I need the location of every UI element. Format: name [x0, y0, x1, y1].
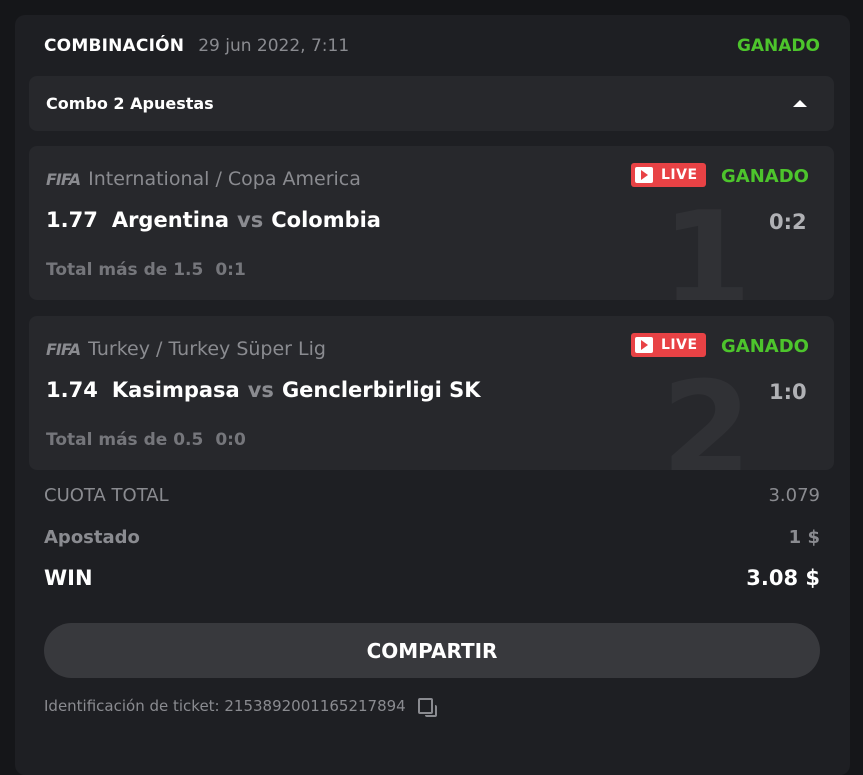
- header: COMBINACIÓN 29 jun 2022, 7:11 GANADO: [44, 32, 820, 60]
- play-icon: [635, 167, 653, 183]
- total-odds-row: CUOTA TOTAL 3.079: [44, 485, 820, 506]
- odd: 1.74: [46, 378, 98, 402]
- away-team: Colombia: [271, 208, 381, 232]
- bet-status: GANADO: [721, 166, 809, 187]
- bet-date: 29 jun 2022, 7:11: [198, 36, 350, 56]
- total-odds: 3.079: [768, 485, 820, 506]
- bet-slip-card: COMBINACIÓN 29 jun 2022, 7:11 GANADO Com…: [15, 15, 850, 775]
- match-score: 0:2: [769, 210, 807, 234]
- home-team: Kasimpasa: [111, 378, 240, 402]
- match: 1.74 Kasimpasa vs Genclerbirligi SK: [46, 378, 481, 402]
- staked-amount: 1 $: [788, 527, 820, 548]
- live-badge: LIVE: [631, 163, 706, 187]
- combo-toggle[interactable]: Combo 2 Apuestas: [29, 76, 834, 131]
- away-team: Genclerbirligi SK: [281, 378, 481, 402]
- league-name: Turkey / Turkey Süper Lig: [88, 338, 326, 360]
- bet-status: GANADO: [721, 336, 809, 357]
- bet-card: 1 FIFA International / Copa America LIVE …: [29, 146, 834, 300]
- status-badge: GANADO: [736, 36, 820, 56]
- chevron-up-icon[interactable]: [793, 100, 807, 107]
- home-team: Argentina: [111, 208, 230, 232]
- league-name: International / Copa America: [88, 168, 361, 190]
- fifa-logo-icon: FIFA: [46, 339, 81, 359]
- ticket-id: Identificación de ticket: 21538920011652…: [44, 697, 437, 717]
- bet-index: 2: [661, 353, 752, 470]
- market: Total más de 0.5 0:0: [46, 430, 246, 450]
- win-amount: 3.08 $: [746, 566, 820, 590]
- bet-index: 1: [661, 183, 752, 300]
- play-icon: [635, 337, 653, 353]
- combo-label: Combo 2 Apuestas: [46, 94, 214, 113]
- bet-card: 2 FIFA Turkey / Turkey Süper Lig LIVE GAN…: [29, 316, 834, 470]
- share-button[interactable]: COMPARTIR: [44, 623, 820, 678]
- win-row: WIN 3.08 $: [44, 566, 820, 590]
- match-score: 1:0: [769, 380, 807, 404]
- match: 1.77 Argentina vs Colombia: [46, 208, 381, 232]
- live-badge: LIVE: [631, 333, 706, 357]
- staked-row: Apostado 1 $: [44, 527, 820, 548]
- odd: 1.77: [46, 208, 98, 232]
- bet-type-title: COMBINACIÓN: [44, 36, 185, 56]
- copy-icon[interactable]: [417, 698, 437, 717]
- fifa-logo-icon: FIFA: [46, 169, 81, 189]
- market: Total más de 1.5 0:1: [46, 260, 246, 280]
